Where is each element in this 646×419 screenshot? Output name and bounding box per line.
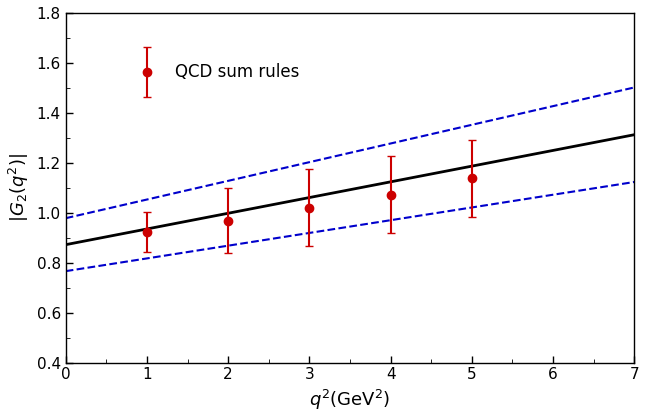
Text: QCD sum rules: QCD sum rules — [175, 62, 300, 80]
X-axis label: $q^2$(GeV$^2$): $q^2$(GeV$^2$) — [309, 388, 391, 412]
Y-axis label: $|G_2(q^2)|$: $|G_2(q^2)|$ — [7, 153, 31, 222]
